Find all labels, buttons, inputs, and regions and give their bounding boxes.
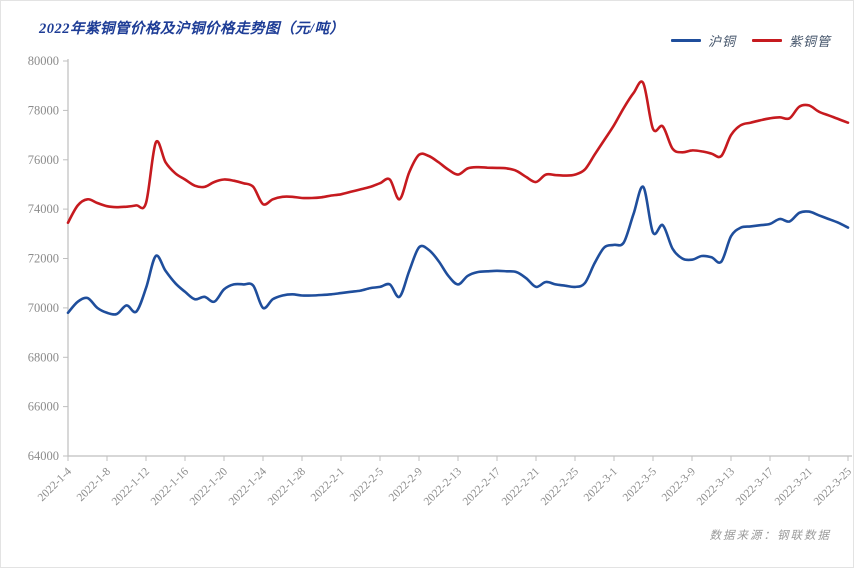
data-source-note: 数据来源：钢联数据 <box>709 530 831 542</box>
x-tick-label: 2022-2-9 <box>387 465 425 503</box>
y-tick-label: 66000 <box>28 400 59 414</box>
y-tick-label: 72000 <box>28 252 59 266</box>
x-tick-label: 2022-3-9 <box>660 465 698 503</box>
y-tick-label: 76000 <box>28 153 59 167</box>
x-tick-label: 2022-1-28 <box>266 465 309 508</box>
x-tick-label: 2022-1-24 <box>227 465 270 508</box>
x-tick-label: 2022-2-21 <box>500 465 543 508</box>
x-tick-label: 2022-3-13 <box>695 465 738 508</box>
x-tick-label: 2022-3-17 <box>734 465 777 508</box>
legend-item-hutong: 沪铜 <box>670 31 736 50</box>
y-tick-label: 78000 <box>28 103 59 117</box>
x-tick-label: 2022-2-1 <box>309 465 347 503</box>
chart-title: 2022年紫铜管价格及沪铜价格走势图（元/吨） <box>39 21 345 37</box>
x-tick-label: 2022-3-5 <box>621 465 659 503</box>
y-tick-label: 74000 <box>28 202 59 216</box>
x-tick-label: 2022-1-4 <box>36 465 74 503</box>
x-tick-label: 2022-3-25 <box>812 465 854 508</box>
legend-line-swatch-blue <box>670 39 701 42</box>
chart-legend: 沪铜 紫铜管 <box>670 31 831 50</box>
x-tick-label: 2022-2-13 <box>422 465 465 508</box>
y-tick-label: 64000 <box>28 449 59 463</box>
x-tick-label: 2022-2-25 <box>539 465 582 508</box>
x-tick-label: 2022-2-5 <box>348 465 386 503</box>
x-tick-label: 2022-3-21 <box>773 465 816 508</box>
series-line-hutong <box>66 185 850 316</box>
y-tick-label: 70000 <box>28 301 59 315</box>
axis-lines <box>67 59 852 457</box>
x-tick-label: 2022-1-20 <box>188 465 231 508</box>
series-line-zitongguan <box>66 80 850 224</box>
x-tick-label: 2022-1-8 <box>75 465 113 503</box>
y-tick-label: 68000 <box>28 350 59 364</box>
x-tick-label: 2022-2-17 <box>461 465 504 508</box>
legend-line-swatch-red <box>751 39 782 42</box>
legend-label-hutong: 沪铜 <box>707 34 736 49</box>
legend-label-zitongguan: 紫铜管 <box>788 34 831 49</box>
x-tick-label: 2022-3-1 <box>582 465 620 503</box>
x-tick-label: 2022-1-16 <box>149 465 192 508</box>
legend-item-zitongguan: 紫铜管 <box>751 31 831 50</box>
y-tick-label: 80000 <box>28 54 59 68</box>
x-tick-label: 2022-1-12 <box>110 465 153 508</box>
